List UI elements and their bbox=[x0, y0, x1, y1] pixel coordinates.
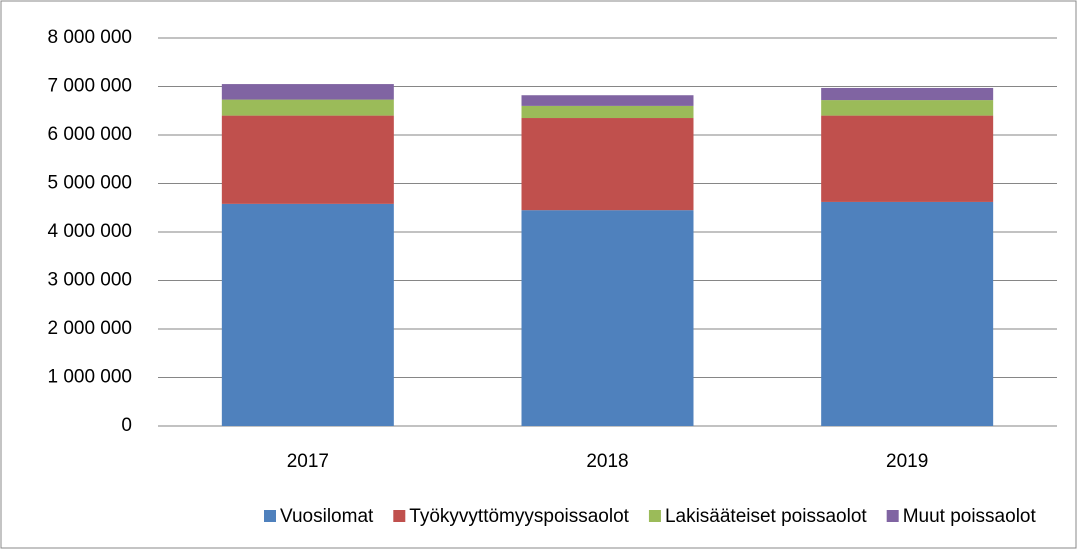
bar-segment bbox=[521, 210, 694, 426]
y-tick-label: 6 000 000 bbox=[47, 124, 132, 145]
x-tick-label: 2019 bbox=[886, 451, 928, 472]
legend-swatch bbox=[886, 510, 899, 522]
bar-segment bbox=[821, 201, 994, 426]
legend-swatch bbox=[393, 510, 406, 522]
y-tick-label: 8 000 000 bbox=[47, 27, 132, 48]
bar-segment bbox=[521, 95, 694, 106]
bar-segment bbox=[521, 118, 694, 211]
legend-label: Lakisääteiset poissaolot bbox=[665, 506, 867, 527]
x-tick-label: 2017 bbox=[287, 451, 329, 472]
bar-segment bbox=[221, 84, 394, 100]
bar-segment bbox=[821, 100, 994, 116]
y-tick-label: 3 000 000 bbox=[47, 270, 132, 291]
y-tick-label: 4 000 000 bbox=[47, 221, 132, 242]
bar-segment bbox=[821, 87, 994, 101]
legend-label: Muut poissaolot bbox=[903, 506, 1037, 527]
y-tick-label: 1 000 000 bbox=[47, 367, 132, 388]
y-tick-label: 2 000 000 bbox=[47, 318, 132, 339]
y-tick-label: 5 000 000 bbox=[47, 173, 132, 194]
legend-swatch bbox=[648, 510, 661, 522]
legend-label: Vuosilomat bbox=[280, 506, 374, 527]
bar-segment bbox=[221, 115, 394, 204]
bar-segment bbox=[221, 99, 394, 116]
legend-label: Työkyvyttömyyspoissaolot bbox=[409, 506, 629, 527]
bar-segment bbox=[821, 115, 994, 202]
y-tick-label: 7 000 000 bbox=[47, 76, 132, 97]
x-tick-label: 2018 bbox=[586, 451, 628, 472]
bar-segment bbox=[221, 203, 394, 426]
y-tick-label: 0 bbox=[121, 415, 132, 436]
bar-segment bbox=[521, 105, 694, 119]
legend-swatch bbox=[264, 510, 276, 522]
